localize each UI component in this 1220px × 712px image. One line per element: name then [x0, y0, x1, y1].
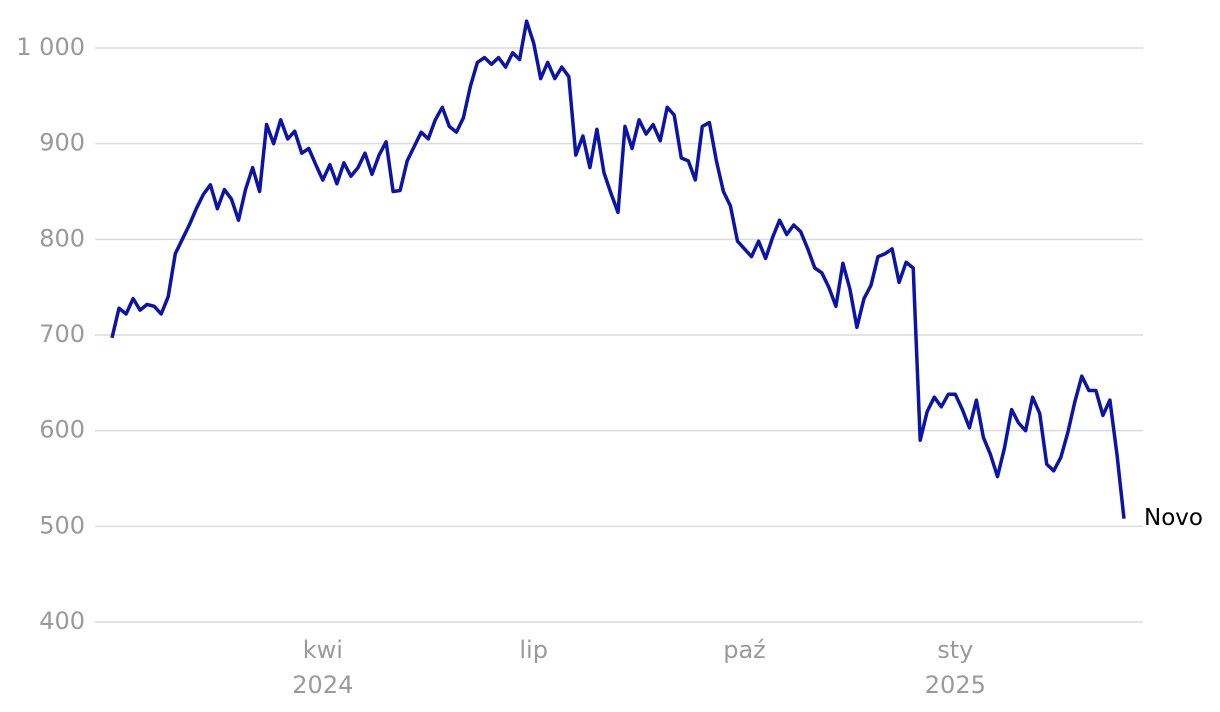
y-tick-label: 700 — [39, 320, 85, 348]
x-tick-label: kwi 2024 — [292, 636, 353, 699]
y-tick-label: 600 — [39, 416, 85, 444]
x-tick-label: sty 2025 — [925, 636, 986, 699]
y-tick-label: 900 — [39, 129, 85, 157]
y-tick-label: 800 — [39, 224, 85, 252]
x-tick-label: lip — [519, 636, 548, 664]
line — [110, 19, 1126, 519]
series-label: Novo — [1144, 505, 1203, 531]
y-tick-label: 500 — [39, 511, 85, 539]
y-tick-label: 1 000 — [16, 33, 85, 61]
x-tick-label: paź — [723, 636, 766, 664]
y-tick-label: 400 — [39, 607, 85, 635]
